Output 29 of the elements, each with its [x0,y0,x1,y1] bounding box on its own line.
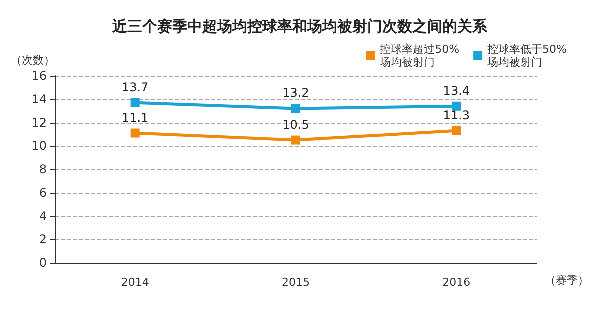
point [292,104,300,114]
x-tick-label: 2016 [442,276,471,289]
chart-title: 近三个赛季中超场均控球率和场均被射门次数之间的关系 [112,18,488,36]
y-axis-title: （次数） [11,54,55,67]
y-tick-label: 16 [32,69,47,83]
point [130,128,140,138]
legend-label: 控球率低于50% 场均被射门 [486,43,568,69]
x-axis-title: （赛季） [545,274,589,287]
data-label: 13.4 [443,84,470,98]
point [292,136,300,145]
x-tick-label: 2014 [121,276,150,289]
data-label: 11.1 [122,110,149,125]
point [452,126,462,136]
y-tick-label: 6 [39,186,47,200]
y-tick-label: 0 [39,256,47,270]
y-tick-label: 8 [39,162,47,176]
y-tick-label: 10 [32,139,47,154]
y-tick-label: 4 [39,209,47,224]
y-tick-label: 12 [32,116,47,130]
point [130,98,140,108]
data-label: 13.2 [282,86,310,100]
data-label: 11.3 [443,108,470,122]
legend-label: 控球率超过50% 场均被射门 [379,43,460,69]
point [452,102,462,111]
data-label: 10.5 [282,118,310,132]
y-tick-label: 14 [32,92,47,106]
data-label: 13.7 [122,80,149,94]
y-tick-label: 2 [39,232,47,247]
x-tick-label: 2015 [282,276,310,289]
